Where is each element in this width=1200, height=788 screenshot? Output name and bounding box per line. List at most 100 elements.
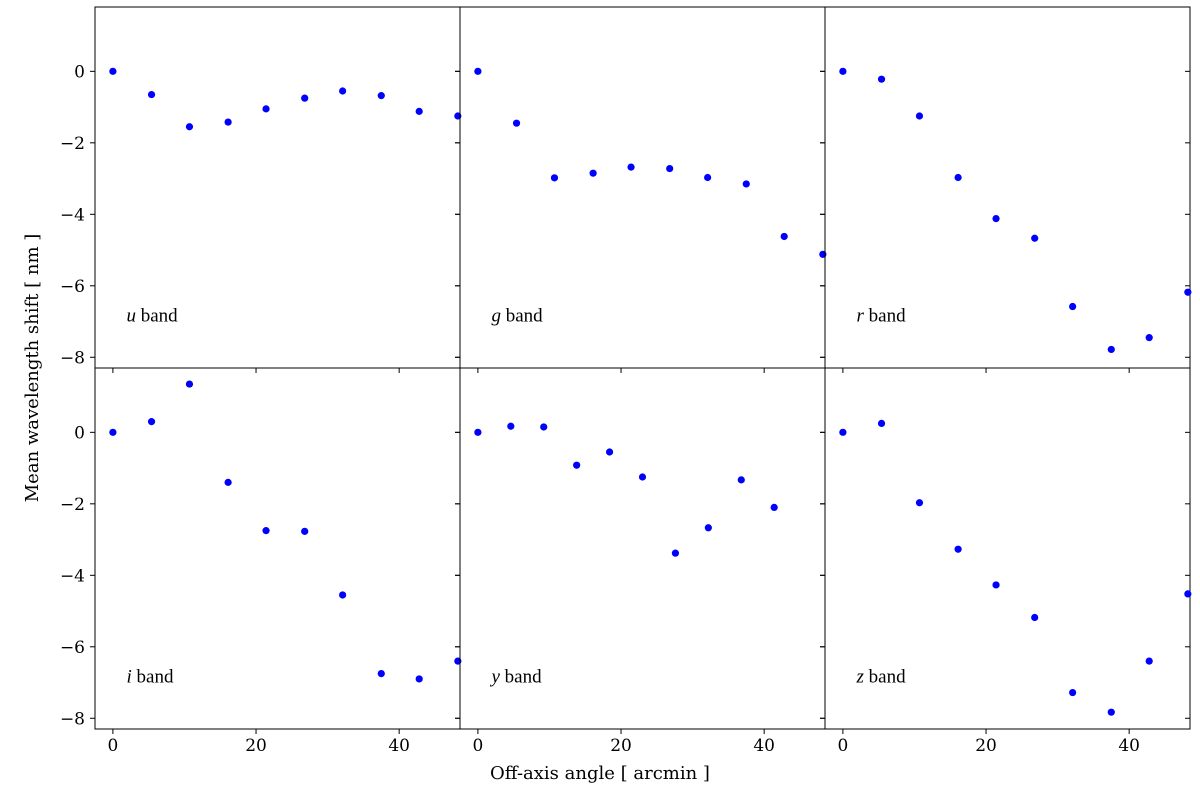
panel-frame: [824, 367, 1191, 730]
data-point: [915, 112, 924, 120]
x-tick-label: 40: [388, 736, 410, 756]
x-tick-label: 40: [753, 736, 775, 756]
data-point: [109, 428, 117, 436]
band-annotation: i band: [126, 667, 173, 688]
data-point: [507, 422, 515, 430]
y-tick-label: −8: [60, 709, 85, 729]
data-point: [954, 545, 962, 553]
panel-grid: 0 −2 −4 −6 −8 u band g band r band 0 −2 −4 −6 −8 0 20 4…: [60, 6, 1192, 756]
data-point: [605, 448, 614, 456]
y-tick-label: −4: [60, 566, 85, 586]
data-point: [540, 423, 548, 431]
data-point: [262, 527, 270, 535]
data-point: [550, 174, 559, 182]
data-point: [627, 163, 635, 171]
data-point: [780, 232, 788, 241]
band-word: band: [136, 306, 178, 327]
data-point: [1069, 688, 1077, 697]
data-point: [512, 119, 521, 127]
panel-i-band: 0 −2 −4 −6 −8 0 20 40 i band: [60, 367, 462, 756]
data-point: [589, 169, 597, 177]
data-point: [1184, 590, 1192, 598]
data-point: [262, 105, 270, 113]
data-point: [742, 180, 750, 188]
data-point: [339, 591, 347, 599]
data-point: [185, 380, 194, 388]
data-point: [474, 67, 482, 75]
data-point: [1031, 234, 1039, 242]
data-point: [185, 123, 194, 131]
data-point: [1031, 613, 1039, 622]
y-tick-label: 0: [74, 423, 85, 443]
band-annotation: u band: [126, 306, 178, 327]
data-point: [1145, 334, 1153, 342]
data-point: [638, 473, 647, 481]
data-point: [339, 87, 347, 95]
data-point: [1069, 302, 1077, 311]
data-point: [224, 478, 232, 486]
data-point: [704, 524, 712, 532]
band-word: band: [864, 667, 906, 688]
y-tick-label: −8: [60, 348, 85, 368]
data-point: [377, 669, 385, 678]
y-tick-label: −2: [60, 134, 85, 154]
data-point: [671, 549, 680, 557]
data-point: [147, 418, 156, 426]
y-tick-label: −6: [60, 277, 85, 297]
band-annotation: r band: [856, 306, 906, 327]
band-letter: z: [855, 667, 864, 688]
data-point: [573, 461, 581, 469]
data-point: [301, 94, 309, 102]
band-annotation: g band: [491, 306, 543, 327]
x-tick-label: 40: [1118, 736, 1140, 756]
band-word: band: [500, 667, 542, 688]
y-tick-label: −2: [60, 495, 85, 515]
data-point: [377, 92, 385, 100]
y-tick-label: −4: [60, 205, 85, 225]
panel-u-band: 0 −2 −4 −6 −8 u band: [60, 6, 462, 373]
y-tick-label: 0: [74, 62, 85, 82]
data-point: [301, 527, 309, 535]
data-point: [839, 67, 847, 75]
data-point: [737, 476, 745, 484]
data-point: [415, 675, 423, 683]
data-point: [1145, 657, 1153, 665]
panel-r-band: r band: [820, 6, 1192, 373]
y-axis-title: Mean wavelength shift [ nm ]: [22, 234, 43, 503]
data-point: [877, 419, 886, 428]
data-point: [1107, 708, 1115, 716]
data-point: [415, 107, 423, 115]
y-tick-label: −6: [60, 638, 85, 658]
band-letter: g: [491, 306, 501, 327]
band-word: band: [132, 667, 174, 688]
band-annotation: y band: [489, 667, 542, 688]
data-point: [704, 173, 712, 182]
band-letter: i: [126, 667, 131, 688]
data-point: [877, 75, 886, 83]
panel-z-band: 0 20 40 z band: [820, 367, 1192, 756]
x-tick-label: 0: [472, 736, 483, 756]
data-point: [1184, 288, 1192, 296]
data-point: [109, 67, 117, 75]
data-point: [1107, 345, 1115, 354]
data-point: [839, 428, 847, 436]
x-tick-label: 0: [107, 736, 118, 756]
panel-y-band: 0 20 40 y band: [455, 367, 826, 756]
band-letter: u: [126, 306, 136, 327]
data-point: [992, 581, 1000, 589]
x-tick-label: 0: [837, 736, 848, 756]
x-tick-label: 20: [975, 736, 997, 756]
x-axis-title: Off-axis angle [ arcmin ]: [490, 763, 710, 784]
data-point: [474, 428, 482, 436]
data-point: [666, 164, 674, 173]
data-point: [915, 499, 924, 507]
band-letter: y: [489, 667, 500, 688]
x-tick-label: 20: [245, 736, 267, 756]
data-point: [147, 90, 156, 99]
panel-g-band: g band: [455, 6, 827, 373]
band-annotation: z band: [855, 667, 906, 688]
data-point: [770, 503, 778, 511]
data-point: [224, 118, 232, 126]
band-letter: r: [856, 306, 864, 327]
